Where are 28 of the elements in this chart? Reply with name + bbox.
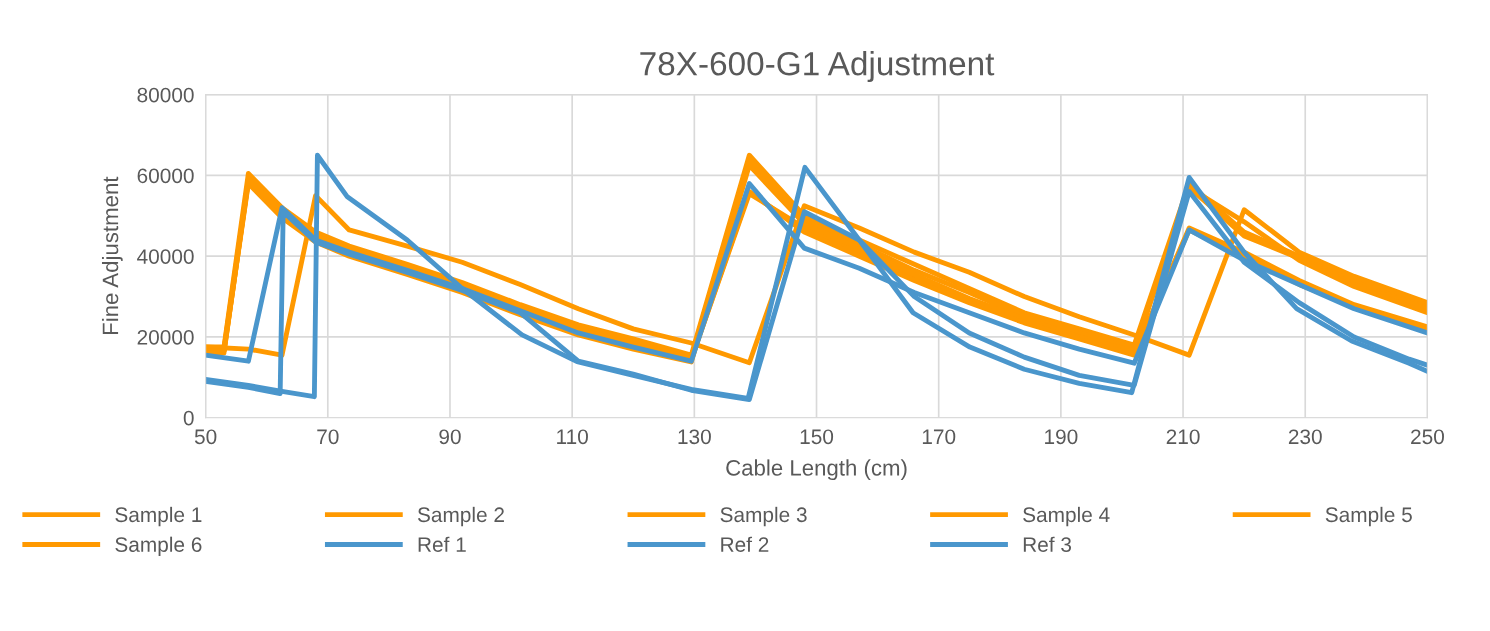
legend-label: Sample 6	[115, 536, 202, 557]
y-tick-label: 40000	[137, 249, 194, 264]
y-tick-label: 0	[183, 410, 194, 426]
legend-label: Ref 2	[721, 536, 769, 552]
y-tick-label: 60000	[137, 168, 194, 184]
x-tick-label: 190	[1045, 429, 1078, 445]
x-tick-label: 250	[1411, 429, 1444, 445]
x-tick-label: 150	[800, 429, 834, 445]
x-tick-label: 90	[439, 429, 461, 445]
x-tick-label: 210	[1166, 429, 1200, 445]
legend-label: Sample 5	[1325, 506, 1412, 527]
legend-label: Sample 4	[1023, 506, 1110, 527]
chart-title: 78X-600-G1 Adjustment	[640, 51, 995, 83]
x-axis-title: Cable Length (cm)	[726, 459, 907, 481]
y-tick-label: 20000	[137, 329, 194, 345]
legend-label: Sample 3	[720, 506, 807, 527]
x-tick-label: 50	[194, 429, 217, 445]
legend-label: Sample 1	[115, 506, 202, 527]
x-tick-label: 110	[557, 429, 588, 445]
x-tick-label: 230	[1288, 429, 1322, 445]
x-tick-label: 170	[922, 429, 956, 445]
legend-label: Ref 3	[1023, 536, 1072, 552]
legend-label: Ref 1	[418, 536, 466, 552]
y-tick-label: 80000	[137, 87, 194, 103]
legend-label: Sample 2	[417, 506, 504, 527]
y-axis-title: Fine Adjustment	[101, 176, 123, 335]
x-tick-label: 130	[678, 429, 711, 445]
x-tick-label: 70	[317, 429, 339, 445]
